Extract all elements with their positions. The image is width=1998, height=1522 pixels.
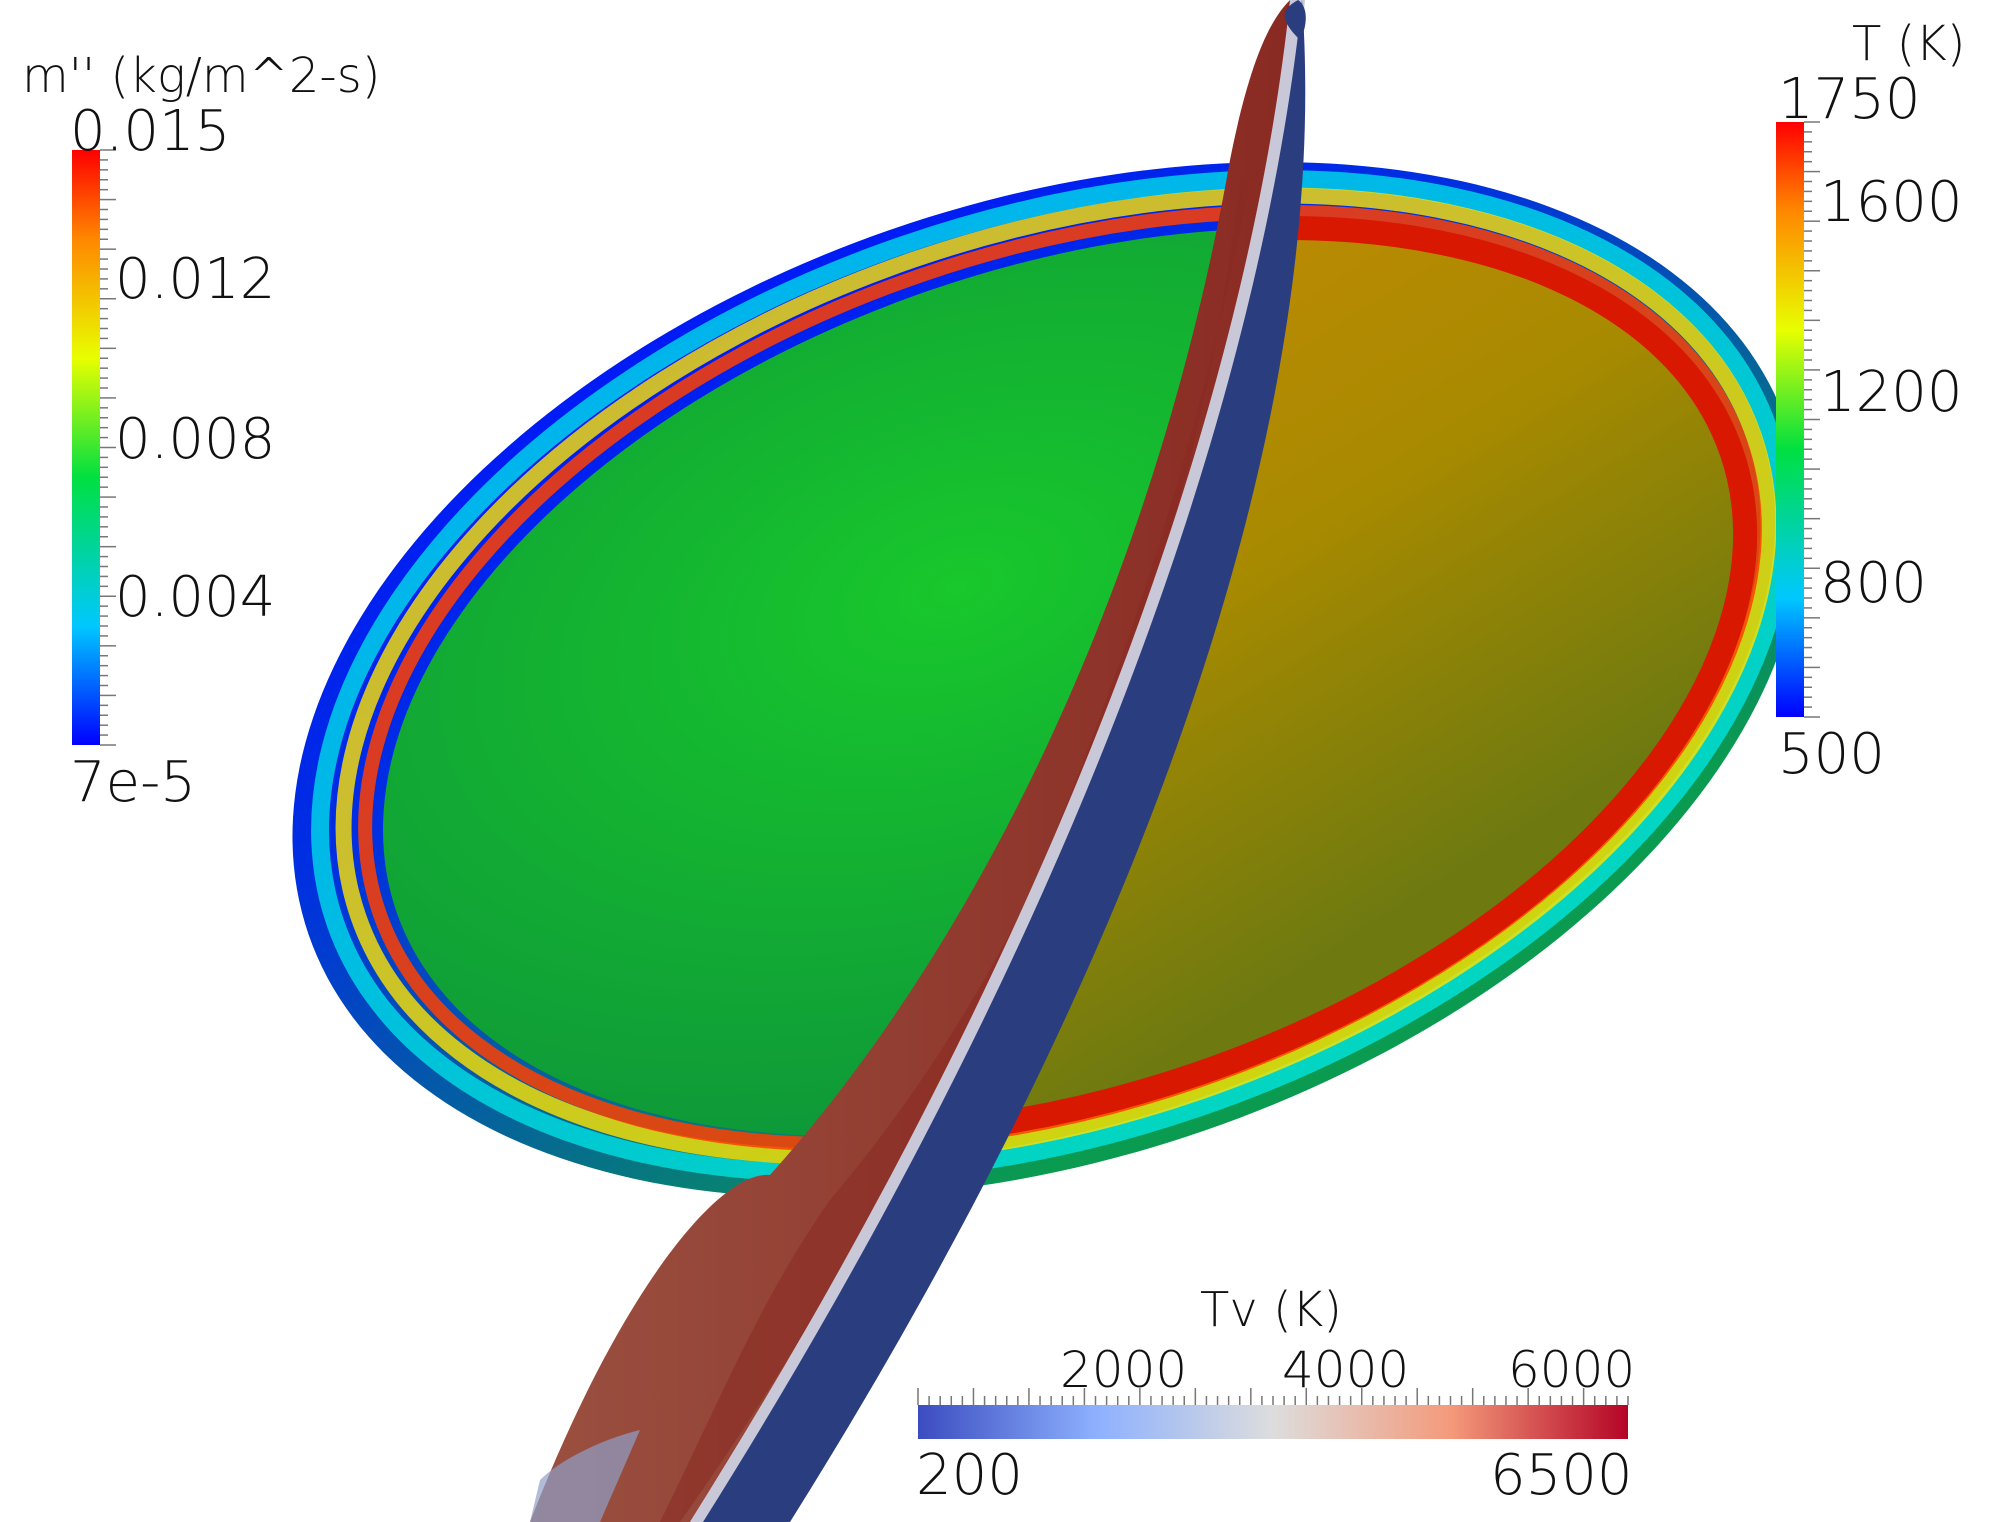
temperature-min-label: 500: [1778, 722, 1885, 787]
mass-flux-min-label: 7e-5: [70, 750, 196, 815]
vib-temperature-title: Tv (K): [1200, 1282, 1342, 1338]
vib-temperature-tick-label: 4000: [1282, 1341, 1410, 1399]
vib-temperature-min-label: 200: [916, 1443, 1023, 1508]
vib-temperature-tick-label: 6000: [1508, 1341, 1636, 1399]
temperature-tick-label: 1200: [1820, 360, 1963, 425]
mass-flux-tick-label: 0.004: [115, 565, 276, 630]
heat-shield-body: [292, 162, 1804, 1198]
temperature-max-label: 1750: [1778, 67, 1921, 132]
mass-flux-title: m'' (kg/m^2-s): [22, 48, 381, 104]
temperature-colorbar: [1776, 121, 1820, 718]
shock-layer: [530, 0, 1306, 1522]
temperature-title: T (K): [1852, 16, 1966, 72]
mass-flux-tick-label: 0.008: [115, 407, 276, 472]
vib-temperature-max-label: 6500: [1490, 1443, 1633, 1508]
vib-temperature-tick-label: 2000: [1060, 1341, 1188, 1399]
vib-temperature-colorbar: [917, 1388, 1629, 1439]
temperature-tick-label: 800: [1820, 551, 1927, 616]
mass-flux-max-label: 0.015: [70, 99, 231, 164]
temperature-tick-label: 1600: [1820, 170, 1963, 235]
mass-flux-tick-label: 0.012: [115, 247, 276, 312]
mass-flux-colorbar: [72, 149, 116, 746]
